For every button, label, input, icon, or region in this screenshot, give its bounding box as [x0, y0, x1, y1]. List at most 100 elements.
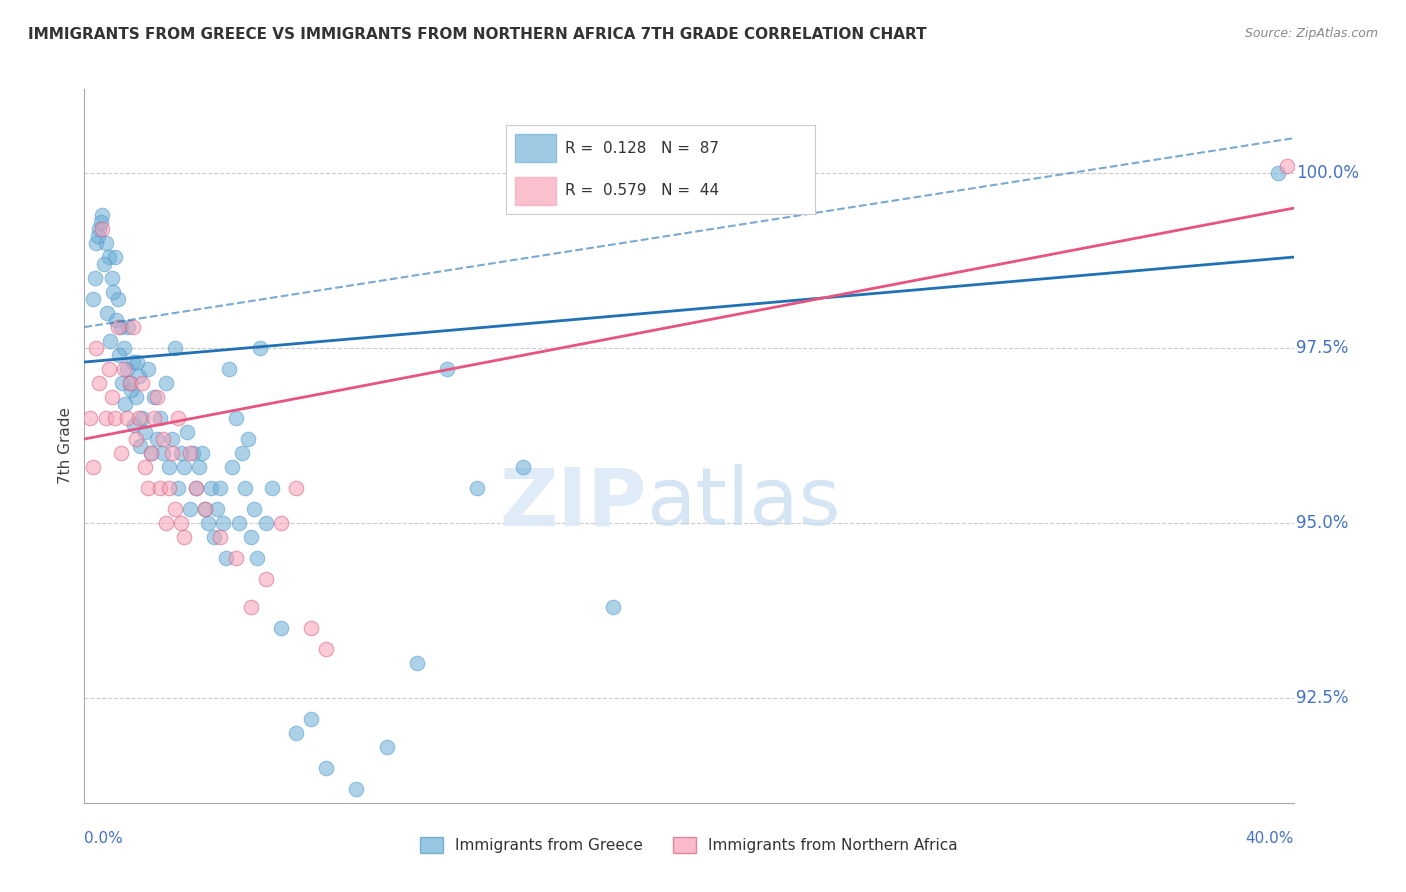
- Text: Source: ZipAtlas.com: Source: ZipAtlas.com: [1244, 27, 1378, 40]
- Point: [602, 599, 624, 614]
- Point: [96, 306, 118, 320]
- Point: [225, 550, 247, 565]
- Point: [299, 712, 322, 726]
- Point: [228, 516, 250, 530]
- Point: [93, 257, 115, 271]
- Point: [160, 432, 183, 446]
- Point: [129, 439, 152, 453]
- Point: [82, 460, 104, 475]
- Point: [121, 320, 143, 334]
- Point: [115, 411, 138, 425]
- Point: [165, 502, 187, 516]
- Text: IMMIGRANTS FROM GREECE VS IMMIGRANTS FROM NORTHERN AFRICA 7TH GRADE CORRELATION : IMMIGRANTS FROM GREECE VS IMMIGRANTS FRO…: [28, 27, 927, 42]
- Point: [100, 271, 122, 285]
- Point: [242, 502, 264, 516]
- Point: [79, 411, 101, 425]
- Point: [104, 250, 127, 264]
- Bar: [516, 134, 555, 162]
- Point: [284, 481, 308, 495]
- Point: [121, 355, 143, 369]
- Point: [86, 236, 108, 251]
- Point: [284, 726, 308, 740]
- Point: [231, 446, 253, 460]
- Point: [118, 376, 141, 390]
- Point: [218, 362, 240, 376]
- Point: [89, 222, 111, 236]
- Point: [101, 285, 124, 299]
- Point: [346, 781, 368, 796]
- Point: [170, 516, 193, 530]
- Point: [225, 411, 247, 425]
- Point: [107, 320, 129, 334]
- Point: [149, 481, 172, 495]
- Point: [110, 320, 132, 334]
- Point: [406, 656, 429, 670]
- Bar: [516, 177, 555, 205]
- Point: [155, 376, 177, 390]
- Point: [436, 362, 458, 376]
- Point: [209, 481, 232, 495]
- Point: [146, 390, 169, 404]
- Point: [111, 376, 134, 390]
- Point: [97, 250, 120, 264]
- Point: [167, 481, 190, 495]
- Point: [249, 341, 271, 355]
- Point: [186, 481, 208, 495]
- Point: [107, 292, 129, 306]
- Text: 97.5%: 97.5%: [1296, 339, 1348, 357]
- Point: [136, 362, 159, 376]
- Text: 92.5%: 92.5%: [1296, 689, 1348, 706]
- Point: [239, 599, 262, 614]
- Point: [212, 516, 235, 530]
- Point: [117, 320, 139, 334]
- Point: [167, 411, 190, 425]
- Text: atlas: atlas: [647, 464, 841, 542]
- Point: [120, 383, 142, 397]
- Point: [200, 481, 222, 495]
- Point: [179, 446, 201, 460]
- Point: [110, 446, 132, 460]
- Point: [375, 739, 398, 754]
- Legend: Immigrants from Greece, Immigrants from Northern Africa: Immigrants from Greece, Immigrants from …: [413, 831, 965, 859]
- Point: [202, 530, 225, 544]
- Point: [299, 621, 322, 635]
- Point: [125, 390, 148, 404]
- Point: [176, 425, 198, 439]
- Point: [142, 411, 165, 425]
- Point: [215, 550, 238, 565]
- Point: [94, 236, 117, 251]
- Point: [157, 481, 180, 495]
- Point: [160, 446, 183, 460]
- Point: [89, 376, 111, 390]
- Point: [1267, 166, 1289, 180]
- Text: ZIP: ZIP: [499, 464, 647, 542]
- Point: [134, 425, 156, 439]
- Point: [173, 460, 195, 475]
- Point: [170, 446, 193, 460]
- Point: [173, 530, 195, 544]
- Point: [128, 411, 150, 425]
- Point: [512, 460, 534, 475]
- Point: [194, 502, 217, 516]
- Point: [181, 446, 204, 460]
- Point: [152, 446, 174, 460]
- Point: [114, 397, 136, 411]
- Point: [191, 446, 214, 460]
- Point: [188, 460, 211, 475]
- Point: [128, 369, 150, 384]
- Point: [233, 481, 256, 495]
- Y-axis label: 7th Grade: 7th Grade: [58, 408, 73, 484]
- Point: [194, 502, 217, 516]
- Point: [125, 432, 148, 446]
- Text: 0.0%: 0.0%: [84, 831, 124, 847]
- Point: [270, 516, 292, 530]
- Point: [94, 411, 117, 425]
- Point: [236, 432, 259, 446]
- Point: [254, 572, 277, 586]
- Point: [152, 432, 174, 446]
- Point: [155, 516, 177, 530]
- Point: [165, 341, 187, 355]
- Point: [246, 550, 269, 565]
- Point: [186, 481, 208, 495]
- Point: [146, 432, 169, 446]
